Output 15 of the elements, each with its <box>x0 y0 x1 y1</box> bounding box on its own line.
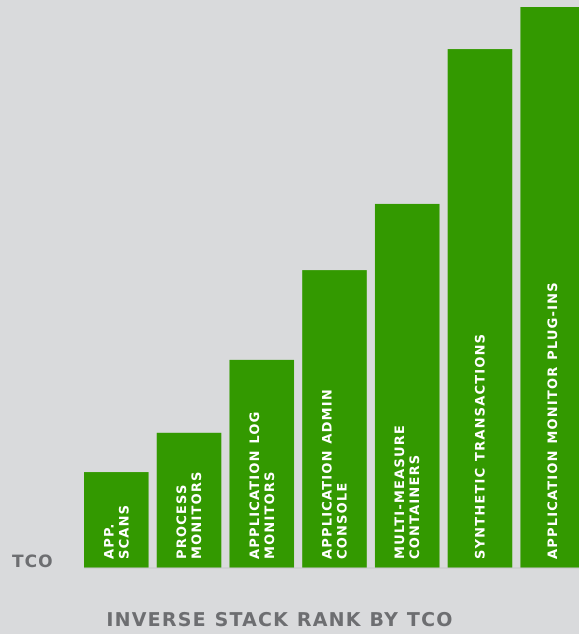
y-axis-title: TCO <box>12 552 54 572</box>
x-tick-label: PROCESS MONITORS <box>175 470 206 559</box>
bar <box>156 432 222 568</box>
x-tick-label: APPLICATION MONITOR PLUG-INS <box>546 281 562 559</box>
x-tick-label: APP. SCANS <box>102 504 132 559</box>
bar <box>374 204 440 568</box>
x-axis-title: INVERSE STACK RANK BY TCO <box>106 609 454 631</box>
bar <box>448 49 512 568</box>
bar <box>302 270 367 568</box>
x-tick-label: SYNTHETIC TRANSACTIONS <box>473 332 488 559</box>
x-tick-label: APPLICATION ADMIN CONSOLE <box>320 388 350 559</box>
x-tick-label: APPLICATION LOG MONITORS <box>248 410 278 559</box>
x-tick-label: MULTI-MEASURE CONTAINERS <box>393 424 424 559</box>
bar <box>84 472 149 568</box>
bar <box>229 360 294 568</box>
